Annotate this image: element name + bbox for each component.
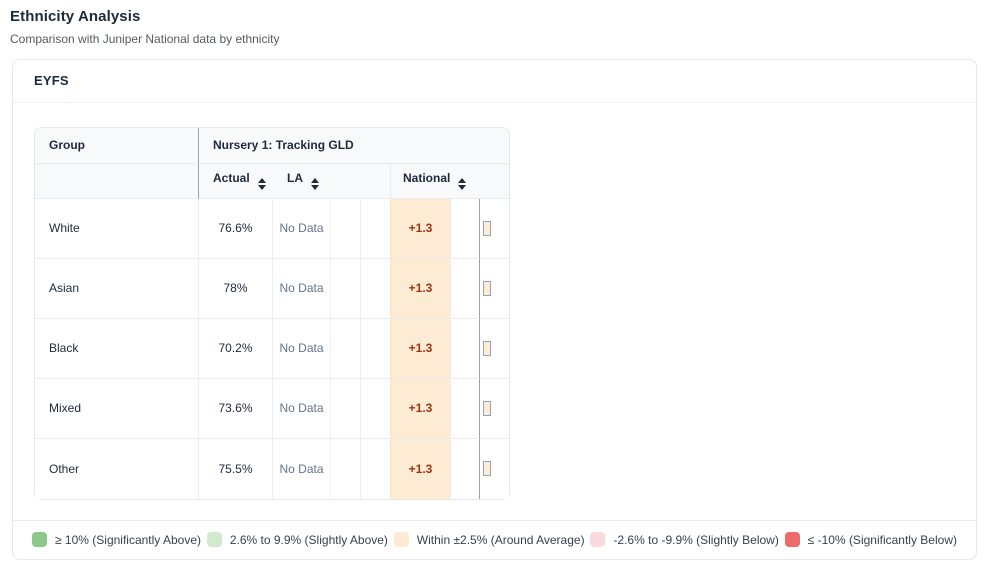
legend-item: ≤ -10% (Significantly Below) bbox=[784, 532, 957, 548]
table-row: Black 70.2% No Data +1.3 bbox=[35, 318, 510, 379]
national-diff-cell: +1.3 bbox=[390, 198, 450, 259]
legend-item: ≥ 10% (Significantly Above) bbox=[32, 532, 201, 548]
actual-value-cell: 75.5% bbox=[198, 438, 272, 499]
column-header-group: Group bbox=[35, 127, 198, 164]
table-subheader-row: Actual LA National bbox=[35, 163, 510, 199]
indicator-cell bbox=[479, 258, 510, 319]
column-header-actual[interactable]: Actual bbox=[198, 163, 272, 199]
page-header: Ethnicity Analysis Comparison with Junip… bbox=[0, 0, 989, 46]
page-title: Ethnicity Analysis bbox=[10, 8, 141, 25]
indicator-cell bbox=[479, 198, 510, 259]
sort-down-arrow-icon bbox=[257, 185, 266, 191]
category-indicator-swatch bbox=[483, 340, 491, 356]
legend-item: 2.6% to 9.9% (Slightly Above) bbox=[206, 532, 388, 548]
sort-icon bbox=[311, 178, 319, 191]
group-name-cell: Black bbox=[35, 318, 198, 379]
sort-up-arrow-icon bbox=[257, 178, 266, 184]
national-diff-cell: +1.3 bbox=[390, 258, 450, 319]
legend-label: ≥ 10% (Significantly Above) bbox=[55, 532, 201, 547]
spacer-cell bbox=[450, 318, 479, 379]
legend-item: Within ±2.5% (Around Average) bbox=[393, 532, 585, 548]
column-header-national[interactable]: National bbox=[390, 163, 510, 199]
page-subtitle: Comparison with Juniper National data by… bbox=[10, 32, 280, 46]
actual-value-cell: 73.6% bbox=[198, 378, 272, 439]
color-legend: ≥ 10% (Significantly Above) 2.6% to 9.9%… bbox=[13, 519, 976, 559]
legend-label: Within ±2.5% (Around Average) bbox=[416, 532, 585, 547]
la-value-cell: No Data bbox=[272, 378, 330, 439]
la-value-cell: No Data bbox=[272, 438, 330, 499]
category-indicator-swatch bbox=[483, 280, 491, 296]
table-row: White 76.6% No Data +1.3 bbox=[35, 198, 510, 259]
column-header-national-label: National bbox=[403, 171, 451, 186]
sort-up-arrow-icon bbox=[311, 178, 319, 184]
sort-icon bbox=[458, 178, 467, 191]
category-indicator-swatch bbox=[483, 220, 491, 236]
column-header-la-label: LA bbox=[287, 171, 303, 186]
spacer-cell bbox=[330, 318, 360, 379]
group-name-cell: Other bbox=[35, 438, 198, 499]
table-row: Asian 78% No Data +1.3 bbox=[35, 258, 510, 319]
column-header-actual-label: Actual bbox=[213, 171, 250, 186]
subheader-blank-cell bbox=[35, 163, 198, 199]
spacer-cell bbox=[330, 198, 360, 259]
sort-up-arrow-icon bbox=[458, 178, 467, 184]
group-name-cell: White bbox=[35, 198, 198, 259]
table-row: Other 75.5% No Data +1.3 bbox=[35, 438, 510, 499]
spacer-cell bbox=[330, 378, 360, 439]
spacer-cell bbox=[330, 258, 360, 319]
legend-label: -2.6% to -9.9% (Slightly Below) bbox=[613, 532, 779, 547]
sort-icon bbox=[257, 178, 266, 191]
la-value-cell: No Data bbox=[272, 258, 330, 319]
indicator-cell bbox=[479, 378, 510, 439]
category-indicator-swatch bbox=[483, 400, 491, 416]
actual-value-cell: 78% bbox=[198, 258, 272, 319]
sort-down-arrow-icon bbox=[458, 185, 467, 191]
legend-label: ≤ -10% (Significantly Below) bbox=[807, 532, 957, 547]
legend-color-swatch bbox=[590, 532, 606, 548]
table-row: Mixed 73.6% No Data +1.3 bbox=[35, 378, 510, 439]
column-header-dataset: Nursery 1: Tracking GLD bbox=[198, 127, 510, 164]
spacer-cell bbox=[360, 198, 390, 259]
spacer-cell bbox=[360, 258, 390, 319]
national-diff-cell: +1.3 bbox=[390, 378, 450, 439]
national-diff-cell: +1.3 bbox=[390, 318, 450, 379]
actual-value-cell: 76.6% bbox=[198, 198, 272, 259]
legend-color-swatch bbox=[206, 532, 222, 548]
card-body: Group Nursery 1: Tracking GLD Actual LA … bbox=[13, 103, 976, 520]
spacer-cell bbox=[360, 438, 390, 499]
spacer-cell bbox=[450, 198, 479, 259]
spacer-cell bbox=[450, 378, 479, 439]
la-value-cell: No Data bbox=[272, 318, 330, 379]
table-group-header-row: Group Nursery 1: Tracking GLD bbox=[35, 127, 510, 164]
la-value-cell: No Data bbox=[272, 198, 330, 259]
category-indicator-swatch bbox=[483, 461, 491, 477]
indicator-cell bbox=[479, 438, 510, 499]
eyfs-card: EYFS Group Nursery 1: Tracking GLD Actua… bbox=[12, 59, 977, 560]
indicator-cell bbox=[479, 318, 510, 379]
sort-down-arrow-icon bbox=[311, 185, 319, 191]
legend-label: 2.6% to 9.9% (Slightly Above) bbox=[229, 532, 388, 547]
ethnicity-table: Group Nursery 1: Tracking GLD Actual LA … bbox=[34, 126, 511, 500]
spacer-cell bbox=[450, 258, 479, 319]
card-header: EYFS bbox=[13, 60, 976, 103]
card-section-title: EYFS bbox=[34, 73, 69, 89]
spacer-cell bbox=[360, 318, 390, 379]
group-name-cell: Asian bbox=[35, 258, 198, 319]
national-diff-cell: +1.3 bbox=[390, 438, 450, 499]
legend-color-swatch bbox=[393, 532, 409, 548]
legend-item: -2.6% to -9.9% (Slightly Below) bbox=[590, 532, 779, 548]
spacer-cell bbox=[330, 438, 360, 499]
actual-value-cell: 70.2% bbox=[198, 318, 272, 379]
legend-color-swatch bbox=[32, 532, 47, 548]
column-header-la[interactable]: LA bbox=[272, 163, 390, 199]
spacer-cell bbox=[360, 378, 390, 439]
legend-color-swatch bbox=[784, 532, 800, 548]
group-name-cell: Mixed bbox=[35, 378, 198, 439]
spacer-cell bbox=[450, 438, 479, 499]
